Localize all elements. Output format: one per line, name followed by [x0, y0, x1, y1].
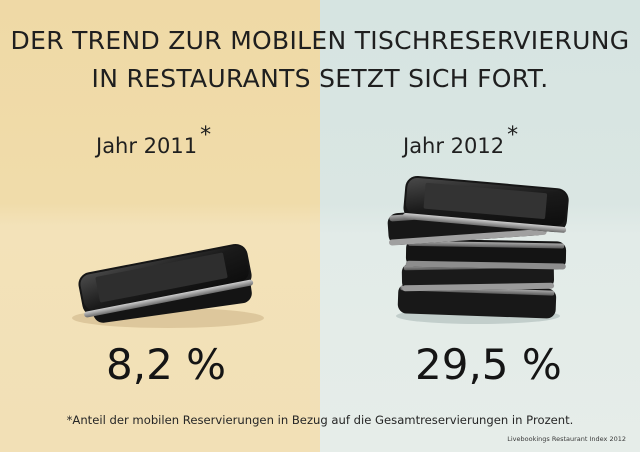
headline-line-2: IN RESTAURANTS SETZT SICH FORT.: [91, 64, 549, 93]
footnote-marker-2012: *: [507, 123, 519, 148]
value-2011: 8,2 %: [106, 340, 227, 389]
phone-2012-3: [405, 238, 567, 270]
source-credit: Livebookings Restaurant Index 2012: [507, 435, 626, 443]
footnote: *Anteil der mobilen Reservierungen in Be…: [66, 413, 574, 427]
year-label-2011: Jahr 2011 *: [96, 123, 212, 158]
year-label-2012: Jahr 2012 *: [403, 123, 519, 158]
year-text-2011: Jahr 2011: [96, 134, 198, 158]
phone-stack-2012: [387, 175, 569, 324]
year-text-2012: Jahr 2012: [403, 134, 505, 158]
phone-2011-top: [78, 243, 254, 318]
phone-2012-1: [402, 175, 569, 233]
headline: DER TREND ZUR MOBILEN TISCHRESERVIERUNG …: [0, 22, 640, 98]
background-2011: [0, 0, 320, 452]
phone-stack-2011: [72, 243, 264, 328]
value-2012: 29,5 %: [415, 340, 562, 389]
headline-line-1: DER TREND ZUR MOBILEN TISCHRESERVIERUNG: [10, 26, 630, 55]
footnote-marker-2011: *: [200, 123, 212, 148]
